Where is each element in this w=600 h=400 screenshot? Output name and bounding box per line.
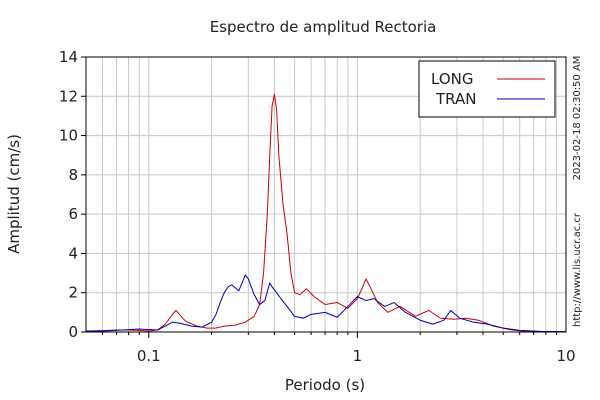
series-line-tran: [86, 274, 567, 333]
y-tick-label: 8: [68, 166, 78, 184]
y-tick-label: 14: [59, 48, 78, 66]
x-tick-label: 0.1: [137, 347, 161, 365]
y-axis-label: Amplitud (cm/s): [5, 134, 23, 254]
grid-lines: [86, 57, 566, 332]
y-tick-label: 6: [68, 205, 78, 223]
y-tick-label: 2: [68, 284, 78, 302]
y-tick-label: 10: [59, 127, 78, 145]
y-tick-label: 12: [59, 87, 78, 105]
url-label: http://www.lis.ucr.ac.cr: [572, 212, 583, 327]
series-layer: [85, 93, 567, 333]
x-axis-label: Periodo (s): [285, 376, 365, 394]
chart-title: Espectro de amplitud Rectoria: [210, 18, 437, 36]
legend-box: [418, 60, 556, 118]
timestamp-label: 2023-02-18 02:30:50 AM: [572, 56, 583, 181]
y-tick-label: 4: [68, 244, 78, 262]
plot-frame: [85, 56, 567, 333]
legend-label-tran: TRAN: [435, 90, 476, 108]
y-tick-label: 0: [68, 323, 78, 341]
axis-ticks: 0 2 4 6 8 10 12 14 0.1 1 10: [59, 48, 576, 365]
legend: LONG TRAN: [418, 60, 556, 118]
x-tick-label: 10: [556, 347, 575, 365]
series-line-long: [85, 93, 567, 333]
x-tick-label: 1: [353, 347, 363, 365]
legend-label-long: LONG: [431, 70, 473, 88]
